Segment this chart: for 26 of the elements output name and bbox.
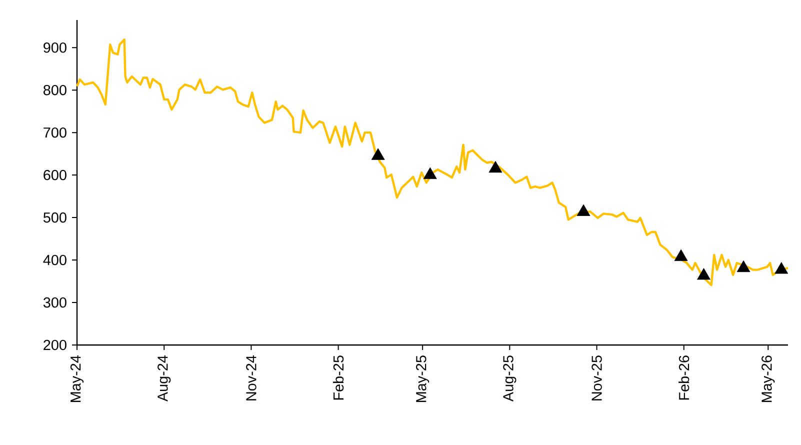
point bbox=[774, 262, 788, 274]
x-tick-label: May-25 bbox=[416, 356, 430, 402]
y-tick-label: 200 bbox=[44, 340, 66, 350]
point bbox=[697, 268, 710, 280]
x-tick-label: May-24 bbox=[70, 355, 84, 402]
point bbox=[736, 260, 750, 272]
point bbox=[423, 167, 437, 179]
y-tick-label: 600 bbox=[44, 170, 66, 180]
x-tick-label: Feb-25 bbox=[333, 356, 344, 400]
point bbox=[576, 204, 590, 216]
x-tick-label: Feb-26 bbox=[678, 356, 690, 400]
line-series bbox=[76, 38, 790, 286]
point bbox=[674, 249, 688, 261]
point bbox=[371, 148, 385, 160]
y-tick-label: 700 bbox=[44, 127, 66, 138]
y-tick-label: 400 bbox=[43, 254, 66, 266]
point bbox=[488, 160, 502, 173]
x-tick-label: Aug-24 bbox=[158, 355, 171, 402]
y-tick-label: 500 bbox=[43, 212, 66, 223]
x-tick-label: Aug-25 bbox=[503, 356, 516, 402]
x-tick-label: May-26 bbox=[762, 356, 775, 402]
x-tick-label: Nov-24 bbox=[246, 355, 256, 400]
y-tick-label: 300 bbox=[43, 297, 66, 308]
x-tick-label: Nov-25 bbox=[592, 356, 602, 400]
y-tick-label: 800 bbox=[44, 84, 66, 96]
y-tick-label: 900 bbox=[44, 42, 66, 53]
